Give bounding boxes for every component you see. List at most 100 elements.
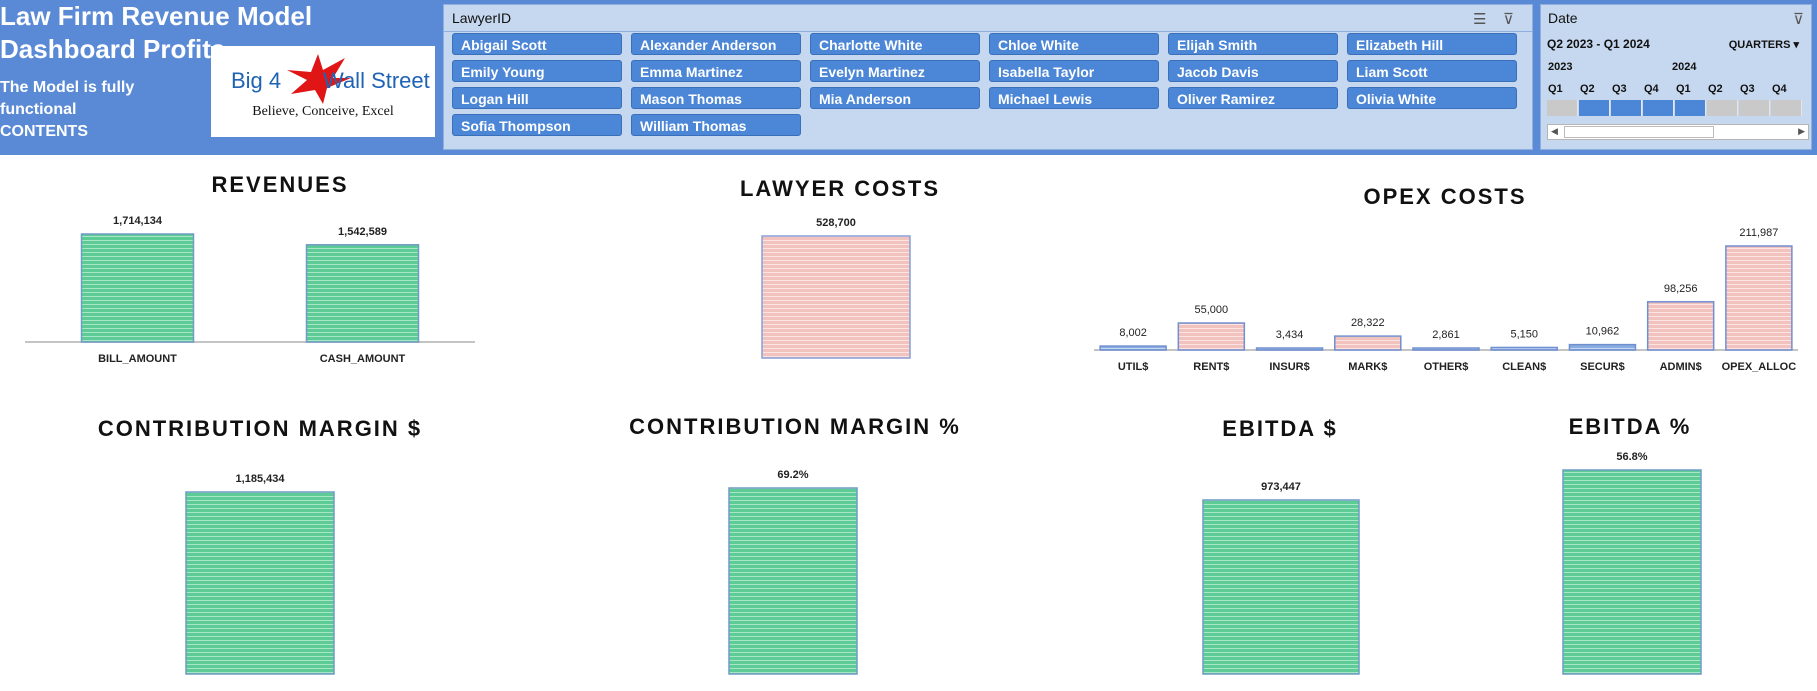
slicer-item[interactable]: Charlotte White [810, 33, 980, 55]
slicer-title: LawyerID [452, 10, 512, 26]
slicer-item[interactable]: Abigail Scott [452, 33, 622, 55]
chart-bar [80, 233, 195, 343]
company-logo: Big 4 Wall Street Believe, Conceive, Exc… [211, 46, 435, 137]
chart-title-revenues: REVENUES [211, 172, 349, 197]
timeline-quarter-cell[interactable] [1547, 100, 1578, 116]
data-label: 98,256 [1664, 283, 1698, 295]
category-label: SECUR$ [1580, 361, 1625, 373]
chart-bar [1568, 343, 1637, 351]
slicer-item[interactable]: Logan Hill [452, 87, 622, 109]
header-notes: The Model is fully functional CONTENTS [0, 77, 210, 143]
clear-filter-icon[interactable]: ⊽ [1503, 11, 1514, 28]
data-label: 56.8% [1616, 451, 1647, 463]
timeline-title: Date [1548, 10, 1578, 26]
slicer-item[interactable]: Elijah Smith [1168, 33, 1338, 55]
data-label: 8,002 [1119, 327, 1147, 339]
slicer-item[interactable]: Olivia White [1347, 87, 1517, 109]
slicer-item[interactable]: Michael Lewis [989, 87, 1159, 109]
slicer-item[interactable]: Elizabeth Hill [1347, 33, 1517, 55]
multi-select-icon[interactable]: ☰ [1473, 11, 1487, 28]
data-label: 28,322 [1351, 317, 1385, 329]
slicer-item[interactable]: Jacob Davis [1168, 60, 1338, 82]
contents-link[interactable]: CONTENTS [0, 123, 88, 140]
slicer-item[interactable]: Emily Young [452, 60, 622, 82]
logo-text-right: Wall Street [323, 68, 430, 93]
chart-title-cm: CONTRIBUTION MARGIN $ [97, 416, 423, 441]
chart-bar [1725, 245, 1793, 351]
data-label: 211,987 [1739, 227, 1778, 239]
slicer-item[interactable]: Oliver Ramirez [1168, 87, 1338, 109]
timeline-quarter-cell[interactable] [1707, 100, 1738, 116]
scroll-thumb[interactable] [1564, 126, 1714, 138]
chart-bar [1490, 346, 1558, 351]
slicer-item[interactable]: Mason Thomas [631, 87, 801, 109]
model-status-text: The Model is fully functional [0, 79, 135, 118]
timeline-quarter-label: Q3 [1612, 83, 1627, 95]
data-label: 10,962 [1586, 326, 1620, 338]
lawyer-slicer: LawyerID ☰ ⊽ Abigail Scott Alexander Ande… [443, 4, 1533, 150]
data-label: 973,447 [1261, 481, 1301, 493]
timeline-quarter-label: Q3 [1740, 83, 1755, 95]
timeline-year: 2024 [1672, 61, 1697, 73]
chart-title-cm-pct: CONTRIBUTION MARGIN % [629, 414, 961, 439]
timeline-quarter-label: Q4 [1644, 83, 1659, 95]
slicer-item[interactable]: Sofia Thompson [452, 114, 622, 136]
timeline-scrollbar[interactable]: ◀ ▶ [1547, 124, 1809, 140]
chart-bar [1412, 347, 1480, 351]
slicer-item[interactable]: Chloe White [989, 33, 1159, 55]
timeline-quarter-cell[interactable] [1643, 100, 1674, 116]
category-label: INSUR$ [1269, 361, 1309, 373]
logo-tagline: Believe, Conceive, Excel [252, 104, 394, 119]
timeline-quarter-cell[interactable] [1611, 100, 1642, 116]
category-label: RENT$ [1193, 361, 1229, 373]
timeline-quarter-cell[interactable] [1675, 100, 1706, 116]
chart-bar [1177, 322, 1246, 351]
eagle-icon [287, 54, 351, 104]
category-label: BILL_AMOUNT [98, 353, 177, 365]
slicer-item[interactable]: Liam Scott [1347, 60, 1517, 82]
timeline-quarter-label: Q2 [1708, 83, 1723, 95]
timeline-year: 2023 [1548, 61, 1573, 73]
slicer-item[interactable]: Evelyn Martinez [810, 60, 980, 82]
chart-bar [1646, 301, 1715, 351]
data-label: 55,000 [1195, 304, 1229, 316]
category-label: ADMIN$ [1660, 361, 1702, 373]
data-label: 69.2% [777, 469, 808, 481]
data-label: 1,714,134 [113, 215, 163, 227]
category-label: UTIL$ [1118, 361, 1149, 373]
chart-bar [305, 244, 420, 343]
chart-bar [185, 491, 335, 675]
timeline-quarter-label: Q2 [1580, 83, 1595, 95]
chart-bar [1562, 469, 1702, 675]
clear-filter-icon[interactable]: ⊽ [1793, 11, 1804, 28]
category-label: CASH_AMOUNT [320, 353, 406, 365]
data-label: 5,150 [1510, 328, 1538, 340]
slicer-item[interactable]: Alexander Anderson [631, 33, 801, 55]
slicer-item[interactable]: Mia Anderson [810, 87, 980, 109]
timeline-quarter-label: Q1 [1676, 83, 1691, 95]
slicer-header: LawyerID ☰ ⊽ [444, 5, 1532, 32]
slicer-item[interactable]: Emma Martinez [631, 60, 801, 82]
scroll-left-icon[interactable]: ◀ [1551, 126, 1558, 136]
timeline-quarter-cell[interactable] [1579, 100, 1610, 116]
timeline-quarter-cell[interactable] [1771, 100, 1802, 116]
data-label: 528,700 [816, 217, 856, 229]
data-label: 3,434 [1276, 329, 1304, 341]
chart-title-ebitda: EBITDA $ [1222, 416, 1338, 441]
date-timeline: Date ⊽ Q2 2023 - Q1 2024 QUARTERS ▾ 2023… [1540, 4, 1812, 150]
category-label: MARK$ [1348, 361, 1387, 373]
slicer-item[interactable]: Isabella Taylor [989, 60, 1159, 82]
chart-title-ebitda-pct: EBITDA % [1568, 414, 1692, 439]
chart-title-opex-costs: OPEX COSTS [1363, 184, 1527, 209]
timeline-period-select[interactable]: QUARTERS ▾ [1728, 39, 1799, 51]
page-title: Law Firm Revenue Model Dashboard Profits [0, 1, 313, 64]
category-label: OPEX_ALLOC [1722, 361, 1797, 373]
timeline-quarter-cell[interactable] [1739, 100, 1770, 116]
slicer-item[interactable]: William Thomas [631, 114, 801, 136]
data-label: 1,185,434 [236, 473, 286, 485]
chart-bar [1099, 345, 1167, 351]
logo-text-left: Big 4 [231, 68, 282, 93]
scroll-right-icon[interactable]: ▶ [1798, 126, 1805, 136]
category-label: OTHER$ [1424, 361, 1469, 373]
